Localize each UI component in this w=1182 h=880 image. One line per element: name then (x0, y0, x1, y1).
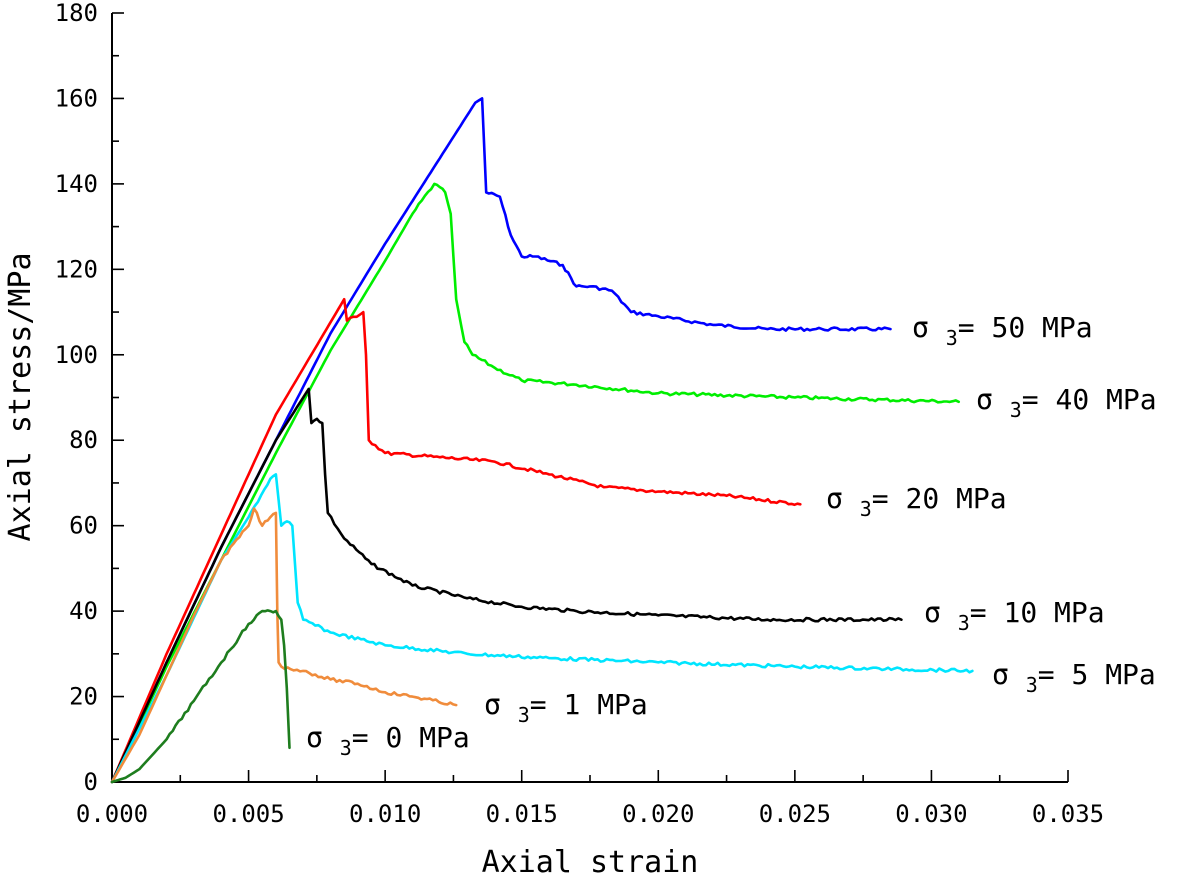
x-tick-label: 0.025 (759, 800, 831, 828)
x-axis-title: Axial strain (482, 845, 699, 880)
series-label-3: σ 3= 10 MPa (924, 596, 1105, 635)
y-tick-label: 80 (69, 426, 98, 454)
x-tick-label: 0.015 (486, 800, 558, 828)
axes (111, 13, 1068, 783)
x-tick-label: 0.005 (212, 800, 284, 828)
series-label-0: σ 3= 50 MPa (912, 311, 1093, 350)
y-tick-label: 120 (55, 255, 98, 283)
x-tick-label: 0.010 (349, 800, 421, 828)
series-line-3 (110, 387, 903, 784)
series-group (110, 97, 974, 784)
series-line-0 (110, 97, 892, 784)
axis-ticks: 0.000 0.005 0.010 0.015 0.020 0.025 0.030 0.035… (55, 0, 1104, 828)
series-line-4 (110, 473, 974, 784)
series-label-5: σ 3= 1 MPa (484, 688, 648, 727)
x-tick-label: 0.035 (1032, 800, 1104, 828)
series-line-2 (110, 297, 802, 784)
series-labels: σ 3= 50 MPa σ 3= 40 MPa σ 3= 20 MPa σ 3= 10… (306, 311, 1157, 760)
series-line-6 (110, 609, 291, 784)
y-tick-label: 100 (55, 341, 98, 369)
y-tick-label: 140 (55, 170, 98, 198)
y-tick-label: 160 (55, 84, 98, 112)
series-label-2: σ 3= 20 MPa (826, 482, 1007, 521)
y-axis-title: Axial stress/MPa (3, 253, 38, 542)
y-tick-label: 20 (69, 683, 98, 711)
y-tick-label: 40 (69, 597, 98, 625)
x-tick-label: 0.030 (895, 800, 967, 828)
y-tick-label: 180 (55, 0, 98, 27)
series-line-5 (110, 507, 458, 784)
y-tick-label: 60 (69, 512, 98, 540)
series-label-6: σ 3= 0 MPa (306, 721, 470, 760)
y-tick-label: 0 (84, 768, 98, 796)
x-tick-label: 0.000 (76, 800, 148, 828)
series-line-1 (110, 182, 961, 784)
x-tick-label: 0.020 (622, 800, 694, 828)
series-label-1: σ 3= 40 MPa (976, 383, 1157, 422)
series-label-4: σ 3= 5 MPa (992, 658, 1156, 697)
